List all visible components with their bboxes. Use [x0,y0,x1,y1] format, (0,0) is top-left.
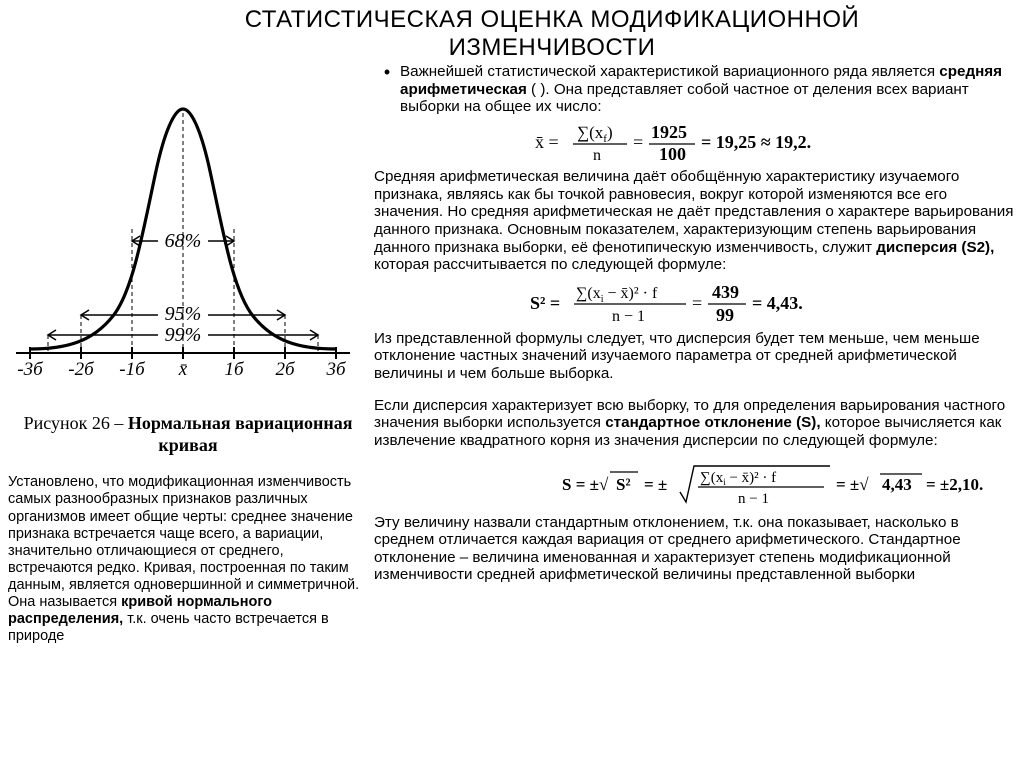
page-title: СТАТИСТИЧЕСКАЯ ОЦЕНКА МОДИФИКАЦИОННОЙ ИЗ… [0,0,1024,63]
svg-text:∑(xi − x̄)² · f: ∑(xi − x̄)² · f [700,470,776,487]
svg-text:-1б: -1б [119,359,146,380]
svg-text:=: = [692,293,702,313]
content-area: 68% 95% 99% -3 [0,63,1024,645]
bullet-dot-icon: • [374,63,400,116]
svg-text:= ±: = ± [644,475,667,494]
svg-text:n: n [593,147,601,164]
band-99-label: 99% [165,324,202,346]
left-paragraph: Установлено, что модификационная изменчи… [8,474,368,645]
para-3: Из представленной формулы следует, что д… [374,330,1016,383]
svg-text:∑(xf): ∑(xf) [577,123,613,145]
svg-text:n − 1: n − 1 [612,308,645,325]
caption-prefix: Рисунок 26 – [24,413,128,433]
svg-text:S = ±√: S = ±√ [562,475,609,494]
svg-text:= 19,25 ≈ 19,2.: = 19,25 ≈ 19,2. [701,132,811,152]
svg-text:3б: 3б [325,359,347,380]
r-p4b: стандартное отклонение (S), [605,414,820,431]
svg-text:=: = [633,132,643,152]
r-p2b: дисперсия (S2), [876,239,994,256]
svg-text:99: 99 [716,305,734,325]
formula-variance: S² = ∑(xi − x̄)² · f n − 1 = 439 99 = 4,… [374,278,1016,328]
caption-bold: Нормальная вариационная кривая [128,413,353,455]
band-95-label: 95% [165,303,202,325]
band-68-label: 68% [165,230,202,252]
para-4: Если дисперсия характеризует всю выборку… [374,397,1016,450]
formula-mean: x̄ = ∑(xf) n = 1925 100 = 19,25 ≈ 19,2. [374,118,1016,166]
svg-text:= 4,43.: = 4,43. [752,293,803,313]
svg-text:n − 1: n − 1 [738,491,769,507]
svg-text:439: 439 [712,282,739,302]
svg-text:-3б: -3б [17,359,44,380]
figure-caption: Рисунок 26 – Нормальная вариационная кри… [8,413,368,456]
r-p1a: Важнейшей статистической характеристикой… [400,63,939,80]
svg-text:4,43: 4,43 [882,475,912,494]
svg-text:x̄ =: x̄ = [535,132,559,152]
svg-text:∑(xi − x̄)² · f: ∑(xi − x̄)² · f [576,285,658,305]
right-column: • Важнейшей статистической характеристик… [368,63,1016,645]
svg-text:x̄: x̄ [178,359,188,380]
svg-text:1925: 1925 [651,122,687,142]
left-column: 68% 95% 99% -3 [8,63,368,645]
normal-curve-chart: 68% 95% 99% -3 [8,91,358,401]
svg-text:S²: S² [616,475,631,494]
bullet-1: • Важнейшей статистической характеристик… [374,63,1016,116]
formula-stddev: S = ±√ S² = ± ∑(xi − x̄)² · f n − 1 = ±√… [374,454,1016,512]
svg-text:= ±√: = ±√ [836,475,869,494]
svg-text:S² =: S² = [530,293,560,313]
left-p1a: Установлено, что модификационная изменчи… [8,474,359,610]
para-5: Эту величину назвали стандартным отклоне… [374,514,1016,585]
svg-text:= ±2,10.: = ±2,10. [926,475,983,494]
svg-text:100: 100 [659,144,686,164]
svg-text:2б: 2б [275,359,296,380]
para-2: Средняя арифметическая величина даёт обо… [374,168,1016,274]
svg-text:1б: 1б [224,359,245,380]
svg-text:-2б: -2б [68,359,95,380]
r-p2c: которая рассчитывается по следующей форм… [374,256,726,273]
